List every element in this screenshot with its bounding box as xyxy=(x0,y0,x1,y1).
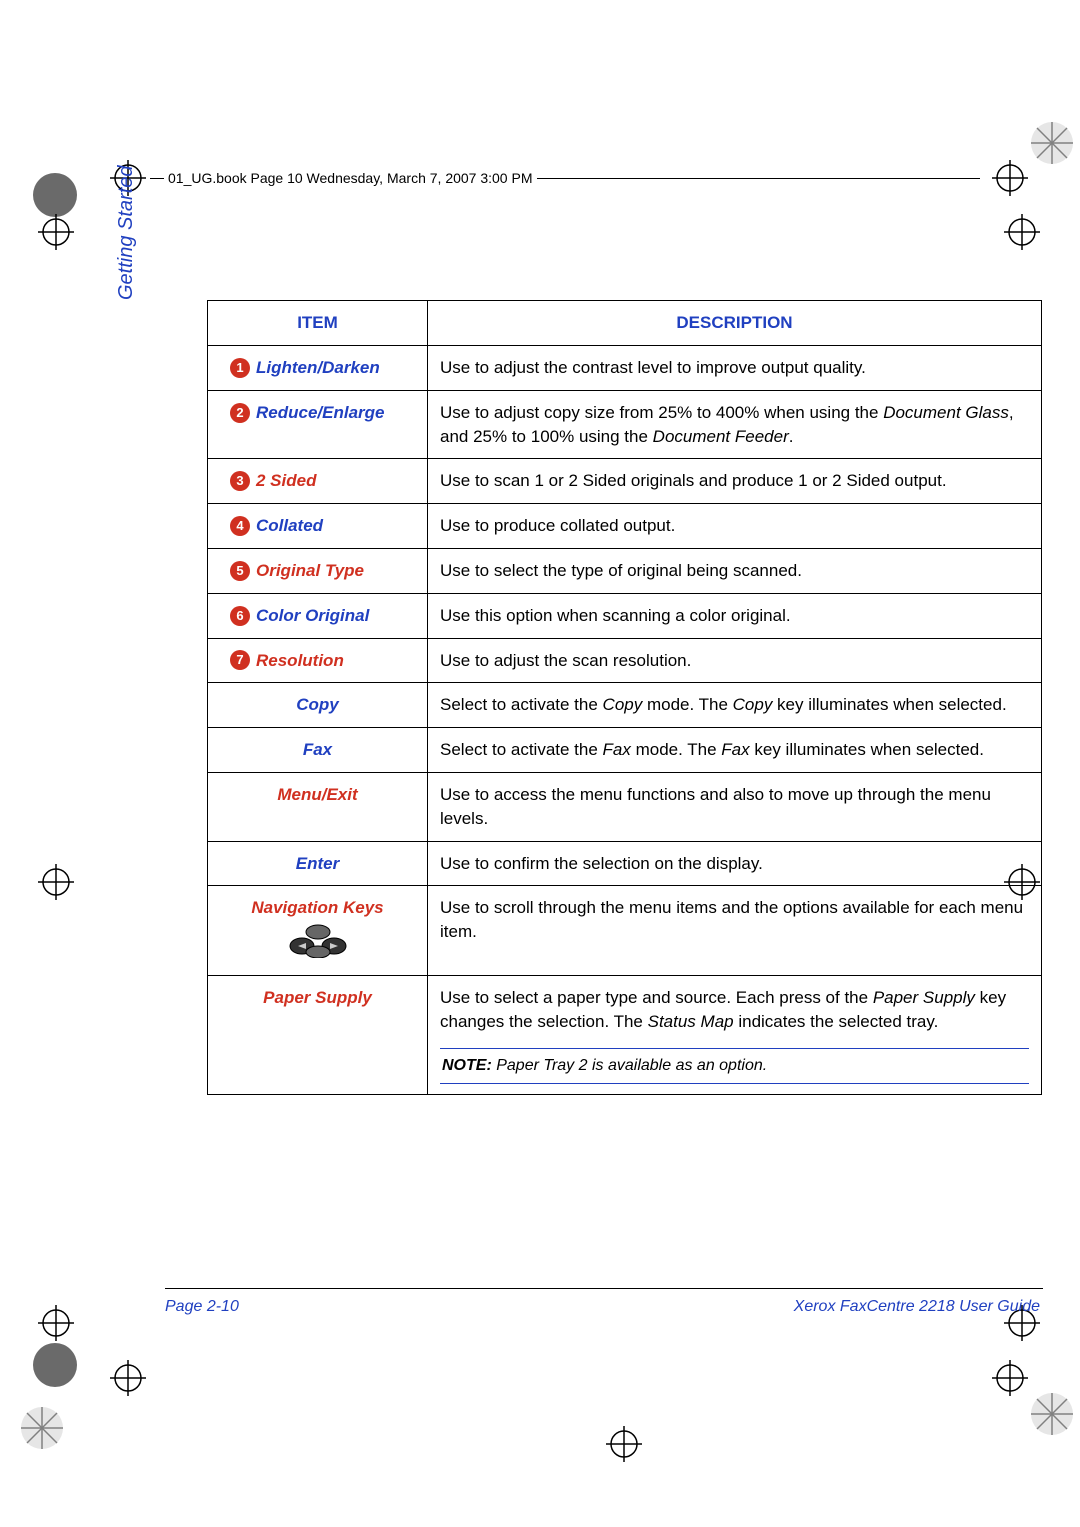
item-number-badge: 1 xyxy=(230,358,250,378)
item-cell: 5 Original Type xyxy=(208,548,428,593)
item-label: Original Type xyxy=(256,559,364,583)
description-cell: Use to select a paper type and source. E… xyxy=(428,975,1042,1094)
description-cell: Use to adjust the scan resolution. xyxy=(428,638,1042,683)
item-cell: Fax xyxy=(208,728,428,773)
item-cell: 2 Reduce/Enlarge xyxy=(208,390,428,459)
table-row: Menu/Exit Use to access the menu function… xyxy=(208,772,1042,841)
item-cell: 1 Lighten/Darken xyxy=(208,346,428,391)
item-number-badge: 6 xyxy=(230,606,250,626)
item-number-badge: 5 xyxy=(230,561,250,581)
table-row: Fax Select to activate the Fax mode. The … xyxy=(208,728,1042,773)
item-cell: Navigation Keys xyxy=(208,886,428,976)
footer-page-number: Page 2-10 xyxy=(165,1298,239,1316)
description-cell: Use to select the type of original being… xyxy=(428,548,1042,593)
table-row: 5 Original Type Use to select the type of … xyxy=(208,548,1042,593)
table-row: 7 Resolution Use to adjust the scan resolu… xyxy=(208,638,1042,683)
reference-table-container: ITEM DESCRIPTION 1 Lighten/Darken Use to a… xyxy=(207,300,1042,1095)
footer-guide-title: Xerox FaxCentre 2218 User Guide xyxy=(794,1298,1040,1316)
navigation-keys-icon xyxy=(220,924,415,965)
item-label: Resolution xyxy=(256,649,344,673)
description-cell: Use to produce collated output. xyxy=(428,504,1042,549)
item-cell: 6 Color Original xyxy=(208,593,428,638)
item-number-badge: 7 xyxy=(230,650,250,670)
note-box: NOTE: Paper Tray 2 is available as an op… xyxy=(440,1048,1029,1084)
section-side-label: Getting Started xyxy=(115,165,138,300)
item-label: Navigation Keys xyxy=(220,896,415,920)
item-cell: 7 Resolution xyxy=(208,638,428,683)
item-label: Lighten/Darken xyxy=(256,356,380,380)
item-label: 2 Sided xyxy=(256,469,316,493)
item-label: Fax xyxy=(220,738,415,762)
table-row: 4 Collated Use to produce collated output. xyxy=(208,504,1042,549)
item-label: Collated xyxy=(256,514,323,538)
item-label: Menu/Exit xyxy=(220,783,415,807)
item-cell: 3 2 Sided xyxy=(208,459,428,504)
item-label: Enter xyxy=(220,852,415,876)
item-cell: 4 Collated xyxy=(208,504,428,549)
table-row: Paper Supply Use to select a paper type a… xyxy=(208,975,1042,1094)
description-cell: Use to adjust the contrast level to impr… xyxy=(428,346,1042,391)
item-number-badge: 4 xyxy=(230,516,250,536)
description-cell: Use to adjust copy size from 25% to 400%… xyxy=(428,390,1042,459)
description-cell: Use to scan 1 or 2 Sided originals and p… xyxy=(428,459,1042,504)
item-cell: Menu/Exit xyxy=(208,772,428,841)
item-number-badge: 2 xyxy=(230,403,250,423)
table-row: Enter Use to confirm the selection on the… xyxy=(208,841,1042,886)
running-header: 01_UG.book Page 10 Wednesday, March 7, 2… xyxy=(164,170,537,186)
table-row: Copy Select to activate the Copy mode. Th… xyxy=(208,683,1042,728)
item-label: Color Original xyxy=(256,604,369,628)
description-cell: Use this option when scanning a color or… xyxy=(428,593,1042,638)
reference-table: ITEM DESCRIPTION 1 Lighten/Darken Use to a… xyxy=(207,300,1042,1095)
table-row: 1 Lighten/Darken Use to adjust the contras… xyxy=(208,346,1042,391)
table-row: 2 Reduce/Enlarge Use to adjust copy size f… xyxy=(208,390,1042,459)
description-cell: Use to scroll through the menu items and… xyxy=(428,886,1042,976)
description-cell: Select to activate the Copy mode. The Co… xyxy=(428,683,1042,728)
item-label: Paper Supply xyxy=(220,986,415,1010)
item-number-badge: 3 xyxy=(230,471,250,491)
item-cell: Enter xyxy=(208,841,428,886)
description-cell: Select to activate the Fax mode. The Fax… xyxy=(428,728,1042,773)
description-cell: Use to access the menu functions and als… xyxy=(428,772,1042,841)
footer-rule xyxy=(165,1288,1043,1289)
item-label: Reduce/Enlarge xyxy=(256,401,385,425)
item-cell: Copy xyxy=(208,683,428,728)
table-row: 6 Color Original Use this option when scan… xyxy=(208,593,1042,638)
description-cell: Use to confirm the selection on the disp… xyxy=(428,841,1042,886)
col-header-description: DESCRIPTION xyxy=(428,301,1042,346)
table-row: Navigation Keys Use to scroll through the… xyxy=(208,886,1042,976)
item-label: Copy xyxy=(220,693,415,717)
item-cell: Paper Supply xyxy=(208,975,428,1094)
col-header-item: ITEM xyxy=(208,301,428,346)
table-row: 3 2 Sided Use to scan 1 or 2 Sided origina… xyxy=(208,459,1042,504)
